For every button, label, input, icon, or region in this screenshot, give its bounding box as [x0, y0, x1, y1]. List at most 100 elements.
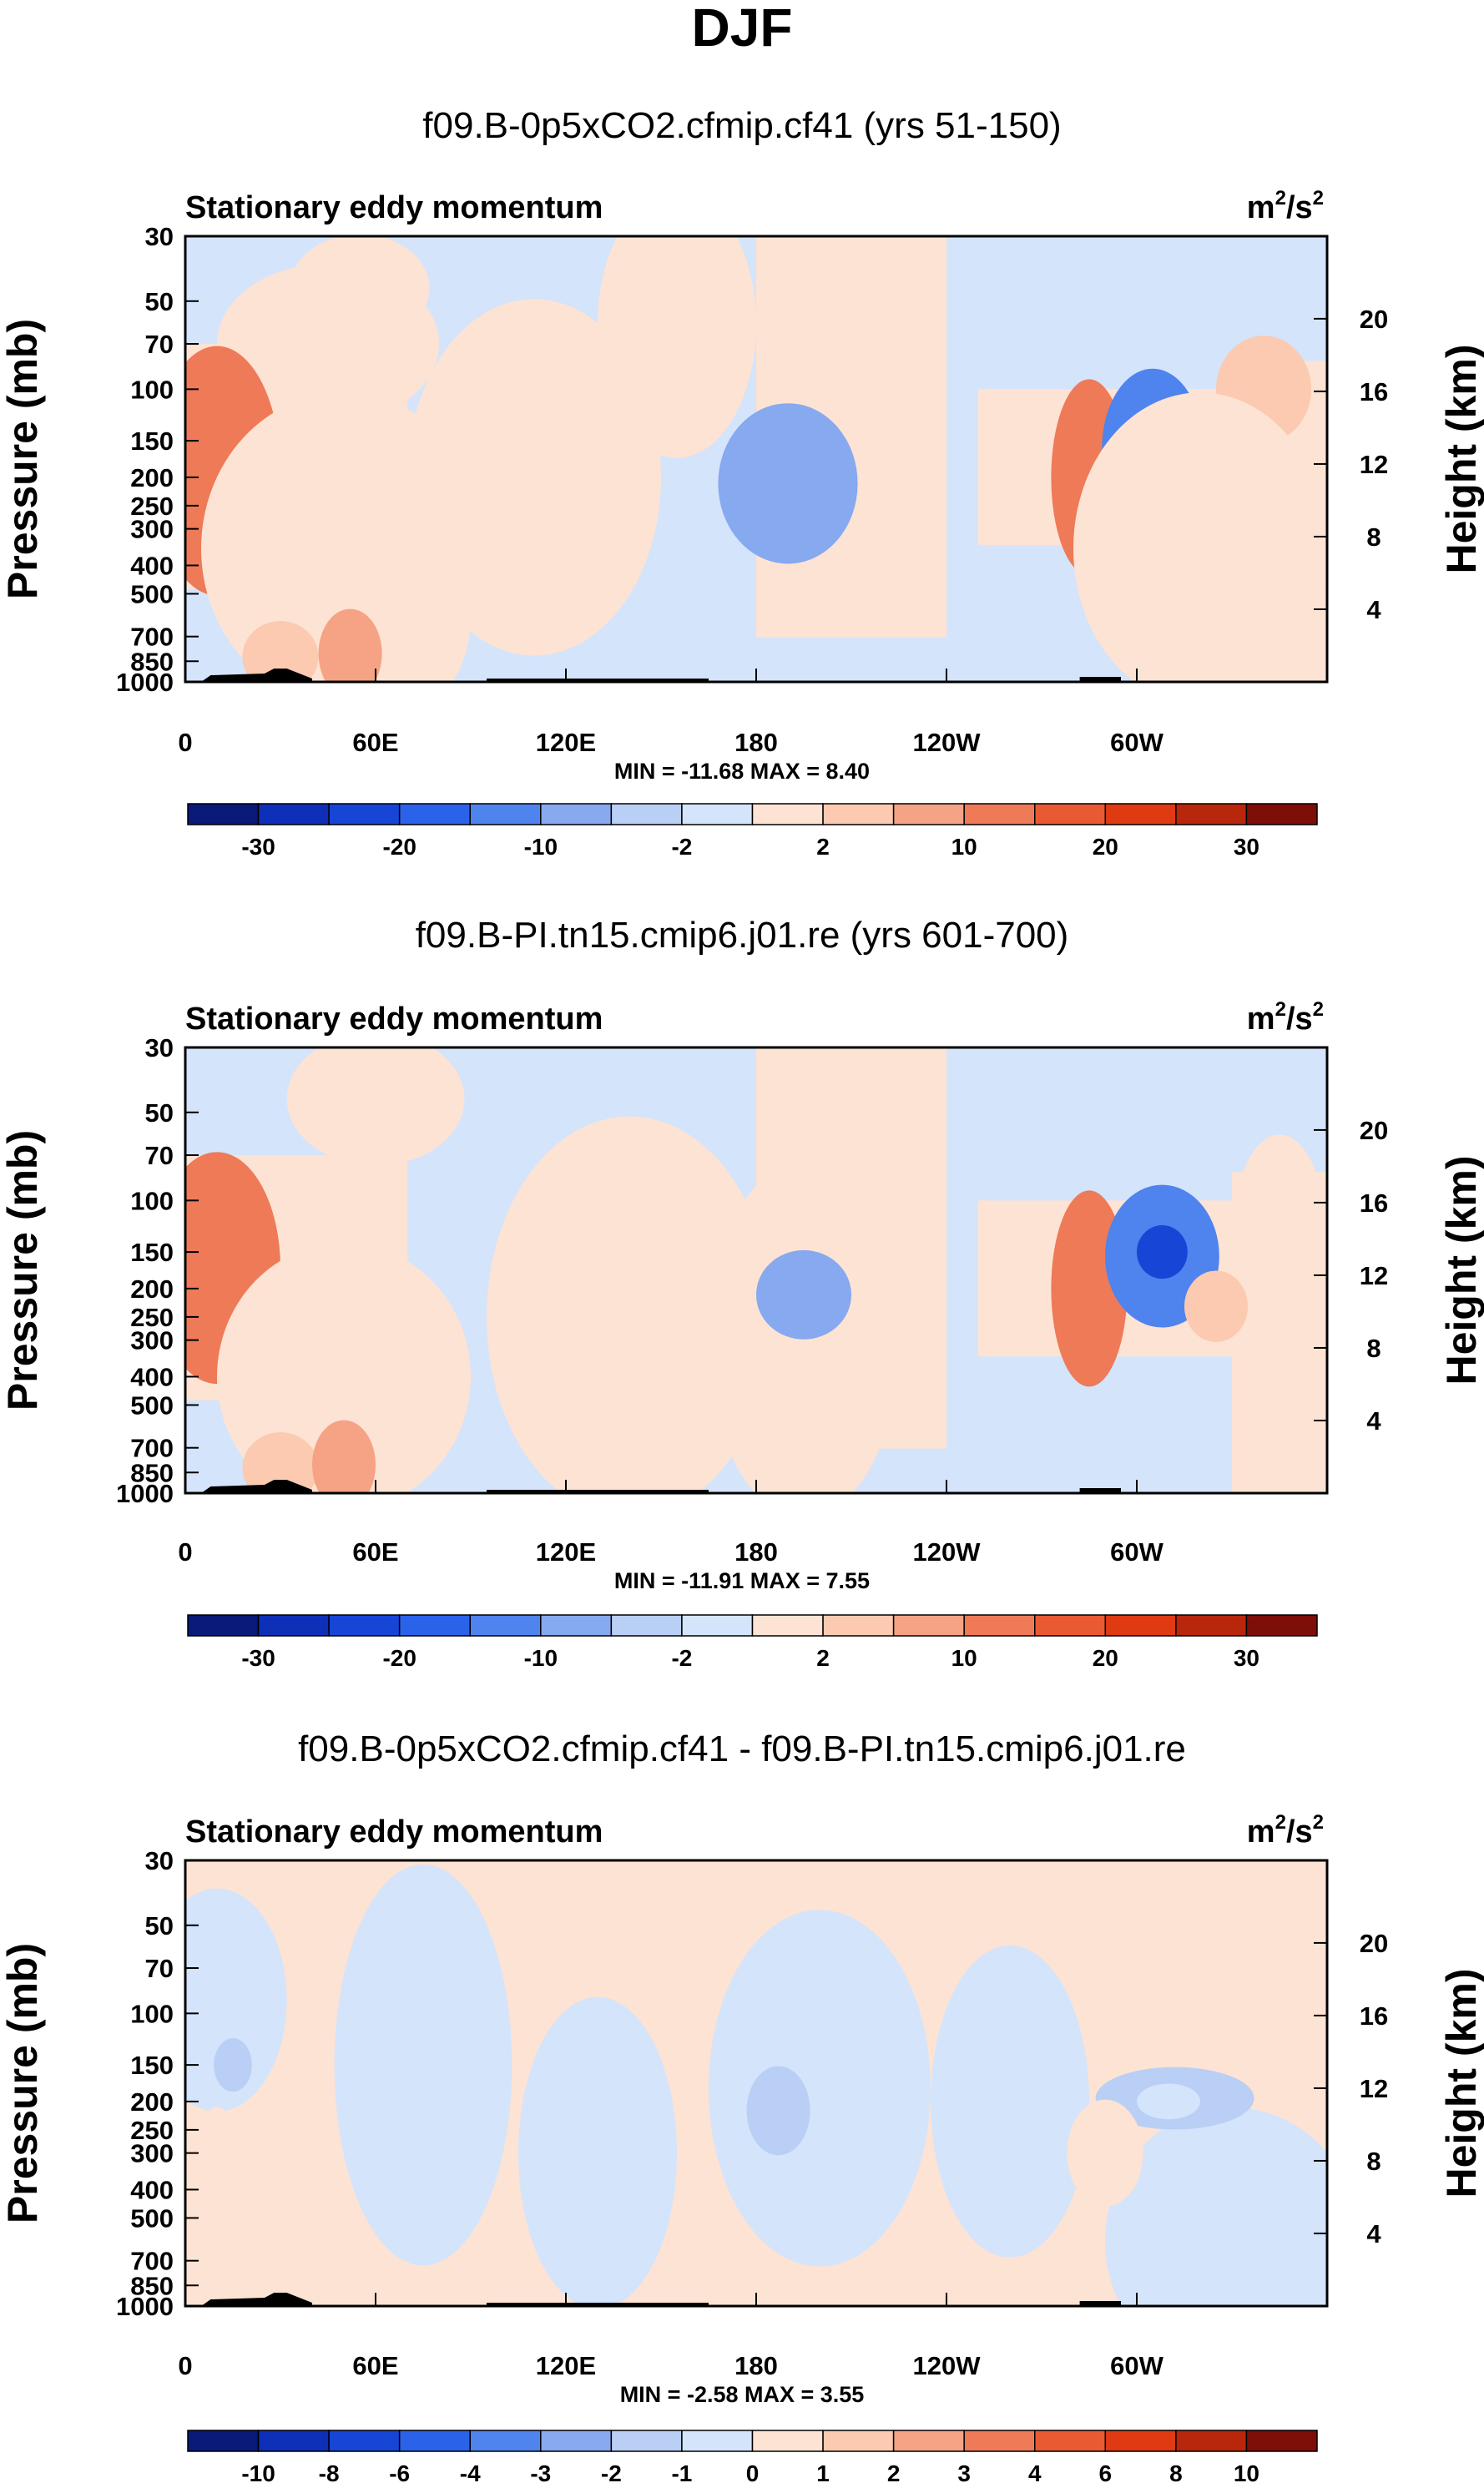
- colorbar-label: -20: [382, 834, 416, 860]
- x-tick-label: 60E: [352, 728, 398, 757]
- topography-africa: [201, 2293, 312, 2306]
- height-tick-label: 4: [1366, 2219, 1381, 2248]
- contour-feature: [1234, 1134, 1325, 1313]
- y-tick-label: 300: [130, 2139, 174, 2168]
- contour-feature: [214, 2038, 252, 2092]
- colorbar-box: [1104, 803, 1177, 825]
- contour-feature: [185, 1888, 287, 2112]
- colorbar-box: [751, 2430, 824, 2452]
- colorbar-box: [963, 2430, 1036, 2452]
- colorbar-box: [328, 803, 401, 825]
- colorbar-box: [469, 803, 542, 825]
- x-tick-label: 120E: [536, 2351, 596, 2380]
- colorbar-box: [187, 1614, 260, 1637]
- y-tick-label: 150: [130, 426, 174, 456]
- contour-feature: [286, 1047, 465, 1166]
- colorbar-box: [610, 2430, 683, 2452]
- y-tick-label: 500: [130, 579, 174, 608]
- colorbar-label: 10: [951, 1645, 977, 1671]
- y-tick-label: 70: [145, 1954, 174, 1983]
- colorbar-label: -1: [671, 2460, 692, 2483]
- contour-feature: [1137, 2083, 1200, 2120]
- y-tick-label: 700: [130, 623, 174, 652]
- colorbar-box: [257, 803, 330, 825]
- colorbar-label: -10: [524, 1645, 558, 1671]
- units-label: m2/s2: [1247, 998, 1324, 1037]
- topography-asia: [487, 2303, 709, 2306]
- y-tick-label: 50: [145, 287, 174, 316]
- colorbar-label: 6: [1099, 2460, 1113, 2483]
- contour-feature: [756, 1249, 851, 1340]
- colorbar-box: [469, 2430, 542, 2452]
- colorbar-box: [963, 1614, 1036, 1637]
- contour-feature: [1067, 2099, 1143, 2207]
- y-tick-label: 500: [130, 2203, 174, 2233]
- topography-andes: [1079, 677, 1121, 682]
- colorbar-box: [540, 2430, 613, 2452]
- colorbar-box: [540, 803, 613, 825]
- y-axis-right-title: Height (km): [1438, 1969, 1484, 2198]
- x-tick-label: 120W: [913, 1537, 982, 1567]
- y-tick-label: 150: [130, 1238, 174, 1267]
- x-tick-label: 60E: [352, 2351, 398, 2380]
- contour-feature: [217, 1243, 471, 1493]
- colorbar-box: [398, 803, 471, 825]
- x-tick-label: 120E: [536, 728, 596, 757]
- colorbar-box: [1175, 1614, 1248, 1637]
- topography-andes: [1079, 1488, 1121, 1493]
- panel-title: f09.B-0p5xCO2.cfmip.cf41 (yrs 51-150): [422, 105, 1061, 146]
- y-tick-label: 30: [145, 1033, 174, 1062]
- colorbar-box: [187, 2430, 260, 2452]
- colorbar-box: [963, 803, 1036, 825]
- y-axis-title: Pressure (mb): [0, 1943, 46, 2223]
- contour-feature: [931, 1946, 1089, 2258]
- colorbar-label: -10: [241, 2460, 275, 2483]
- contour-feature: [518, 1996, 677, 2306]
- colorbar-box: [328, 1614, 401, 1637]
- colorbar-label: 10: [951, 834, 977, 860]
- colorbar-box: [892, 2430, 965, 2452]
- contour-feature: [204, 2107, 230, 2143]
- colorbar-box: [822, 2430, 895, 2452]
- colorbar-label: -2: [671, 834, 692, 860]
- colorbar-box: [610, 1614, 683, 1637]
- topography-asia: [487, 679, 709, 682]
- contour-field: [185, 1860, 1327, 2306]
- colorbar-label: 20: [1093, 1645, 1118, 1671]
- colorbar-label: -6: [389, 2460, 410, 2483]
- height-tick-label: 16: [1360, 377, 1388, 406]
- y-tick-label: 50: [145, 1098, 174, 1128]
- min-max-label: MIN = -11.91 MAX = 7.55: [614, 1568, 870, 1593]
- contour-feature: [1105, 2107, 1327, 2306]
- panel-title: f09.B-PI.tn15.cmip6.j01.re (yrs 601-700): [416, 915, 1069, 956]
- colorbar-label: -10: [524, 834, 558, 860]
- y-tick-label: 70: [145, 330, 174, 359]
- units-label: m2/s2: [1247, 187, 1324, 225]
- y-tick-label: 250: [130, 1303, 174, 1332]
- panel-3: f09.B-0p5xCO2.cfmip.cf41 - f09.B-PI.tn15…: [0, 1729, 1484, 2483]
- colorbar-label: -20: [382, 1645, 416, 1671]
- colorbar-box: [1034, 803, 1107, 825]
- y-tick-label: 30: [145, 222, 174, 251]
- contour-feature: [242, 621, 319, 682]
- height-tick-label: 16: [1360, 2001, 1388, 2031]
- y-tick-label: 250: [130, 492, 174, 521]
- colorbar-box: [1034, 1614, 1107, 1637]
- topography-africa: [201, 1480, 312, 1493]
- x-tick-label: 180: [734, 728, 778, 757]
- x-tick-label: 60W: [1110, 728, 1163, 757]
- contour-feature: [1184, 1270, 1248, 1342]
- height-tick-label: 12: [1360, 2074, 1388, 2103]
- height-tick-label: 4: [1366, 595, 1381, 624]
- colorbar-label: 30: [1234, 834, 1259, 860]
- height-tick-label: 20: [1360, 1929, 1388, 1958]
- y-tick-label: 1000: [116, 1479, 174, 1508]
- y-tick-label: 1000: [116, 2292, 174, 2321]
- height-tick-label: 12: [1360, 1261, 1388, 1290]
- height-tick-label: 16: [1360, 1189, 1388, 1218]
- units-label: m2/s2: [1247, 1811, 1324, 1850]
- variable-label: Stationary eddy momentum: [185, 1002, 603, 1037]
- figure-title: DJF: [692, 0, 793, 58]
- colorbar-box: [257, 1614, 330, 1637]
